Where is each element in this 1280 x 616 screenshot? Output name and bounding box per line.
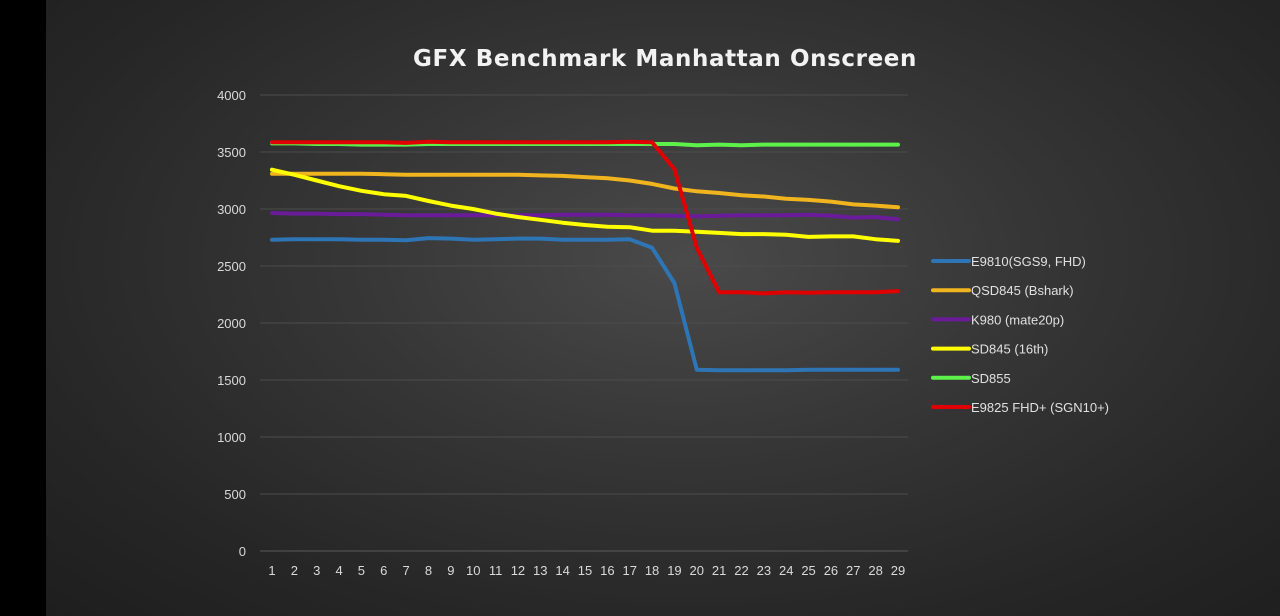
chart-title: GFX Benchmark Manhattan Onscreen xyxy=(413,46,917,72)
x-tick-label: 5 xyxy=(358,563,365,578)
y-tick-label: 2500 xyxy=(217,259,246,274)
x-tick-label: 1 xyxy=(268,563,275,578)
x-tick-label: 3 xyxy=(313,563,320,578)
x-tick-label: 2 xyxy=(291,563,298,578)
x-tick-label: 28 xyxy=(868,563,882,578)
y-axis-ticks: 0 500 1000 1500 2000 2500 3000 3500 4000 xyxy=(217,88,246,559)
x-tick-label: 10 xyxy=(466,563,480,578)
x-tick-label: 25 xyxy=(801,563,815,578)
legend-label-3: SD845 (16th) xyxy=(971,342,1048,357)
x-tick-label: 26 xyxy=(824,563,838,578)
x-axis-ticks: 1 2 3 4 5 6 7 8 9 10 11 12 13 14 15 16 17 18 19 20 21 22 23 24 2… xyxy=(268,563,905,578)
chart-panel: GFX Benchmark Manhattan Onscreen 0 500 100… xyxy=(46,0,1280,616)
y-tick-label: 500 xyxy=(224,487,246,502)
y-tick-label: 1000 xyxy=(217,430,246,445)
y-tick-label: 0 xyxy=(239,544,246,559)
x-tick-label: 18 xyxy=(645,563,659,578)
legend-label-0: E9810(SGS9, FHD) xyxy=(971,254,1086,269)
legend-label-2: K980 (mate20p) xyxy=(971,312,1064,327)
gridlines xyxy=(260,94,908,552)
legend-label-1: QSD845 (Bshark) xyxy=(971,283,1074,298)
series-line-1 xyxy=(270,171,900,210)
y-tick-label: 3500 xyxy=(217,145,246,160)
x-tick-label: 22 xyxy=(734,563,748,578)
x-tick-label: 20 xyxy=(690,563,704,578)
x-tick-label: 13 xyxy=(533,563,547,578)
y-tick-label: 4000 xyxy=(217,88,246,103)
x-tick-label: 16 xyxy=(600,563,614,578)
legend: E9810(SGS9, FHD) QSD845 (Bshark) K980 (mat… xyxy=(931,254,1109,415)
x-tick-label: 29 xyxy=(891,563,905,578)
series-line-0 xyxy=(270,236,900,373)
x-tick-label: 12 xyxy=(511,563,525,578)
x-tick-label: 9 xyxy=(447,563,454,578)
x-tick-label: 24 xyxy=(779,563,793,578)
series-line-3 xyxy=(270,167,900,243)
x-tick-label: 4 xyxy=(335,563,342,578)
x-tick-label: 6 xyxy=(380,563,387,578)
series-lines xyxy=(270,139,900,373)
x-tick-label: 21 xyxy=(712,563,726,578)
x-tick-label: 8 xyxy=(425,563,432,578)
series-line-2 xyxy=(270,211,900,222)
x-tick-label: 15 xyxy=(578,563,592,578)
y-tick-label: 2000 xyxy=(217,316,246,331)
series-line-5 xyxy=(270,139,900,296)
legend-label-5: E9825 FHD+ (SGN10+) xyxy=(971,400,1109,415)
chart: GFX Benchmark Manhattan Onscreen 0500100… xyxy=(217,46,1109,578)
x-tick-label: 19 xyxy=(667,563,681,578)
y-tick-label: 1500 xyxy=(217,373,246,388)
x-tick-label: 14 xyxy=(555,563,569,578)
x-tick-label: 17 xyxy=(622,563,636,578)
x-tick-label: 27 xyxy=(846,563,860,578)
x-tick-label: 7 xyxy=(403,563,410,578)
x-tick-label: 11 xyxy=(489,563,503,578)
legend-label-4: SD855 xyxy=(971,371,1011,386)
x-tick-label: 23 xyxy=(757,563,771,578)
y-tick-label: 3000 xyxy=(217,202,246,217)
